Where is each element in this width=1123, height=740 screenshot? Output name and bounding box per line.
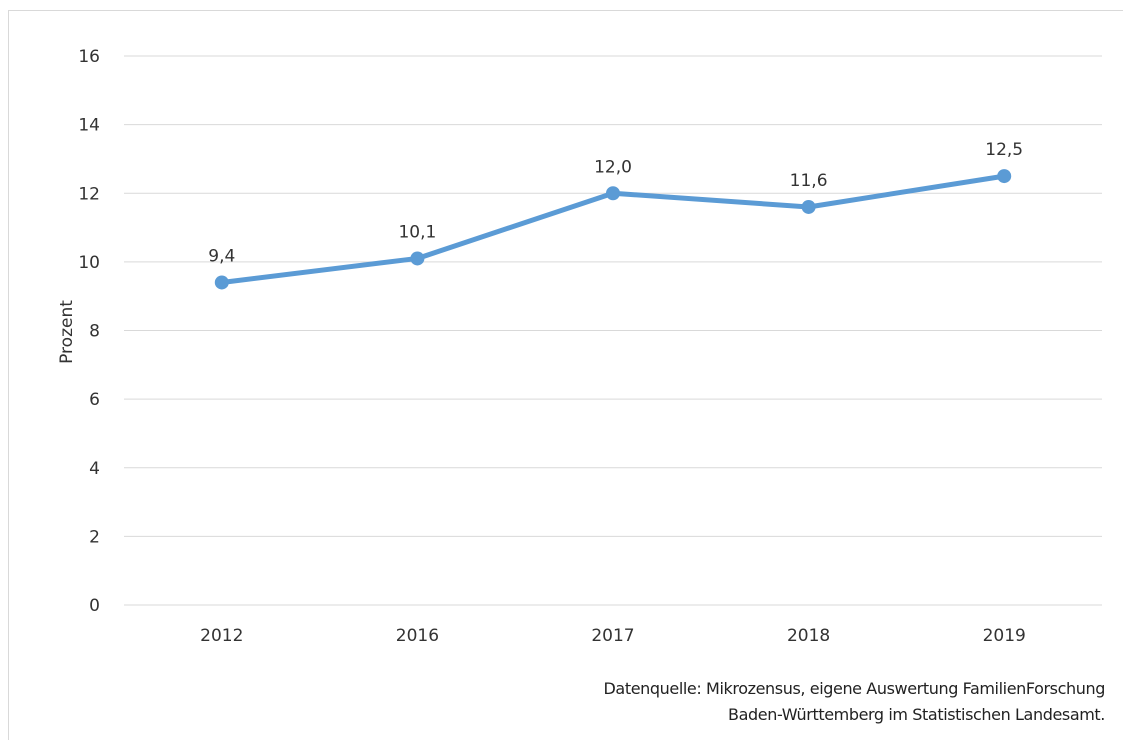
y-tick-label: 8	[89, 322, 100, 342]
y-tick-label: 0	[89, 596, 100, 616]
data-point	[606, 186, 620, 201]
x-tick-label: 2017	[591, 626, 634, 646]
y-tick-label: 14	[78, 116, 100, 136]
y-axis-tick-labels: 0 2 4 6 8 10 12 14 16	[78, 47, 100, 616]
x-tick-label: 2018	[787, 626, 830, 646]
data-label: 11,6	[790, 171, 828, 191]
x-tick-label: 2019	[983, 626, 1026, 646]
data-label: 10,1	[398, 222, 436, 242]
source-note: Datenquelle: Mikrozensus, eigene Auswert…	[603, 676, 1106, 728]
x-axis-tick-labels: 2012 2016 2017 2018 2019	[200, 626, 1026, 646]
data-point	[214, 275, 229, 290]
y-tick-label: 6	[89, 390, 100, 410]
y-tick-label: 16	[78, 47, 100, 67]
x-tick-label: 2012	[200, 626, 243, 646]
y-tick-label: 2	[89, 527, 100, 547]
data-point	[801, 199, 816, 214]
source-line-2: Baden-Württemberg im Statistischen Lande…	[728, 705, 1105, 724]
source-line-1: Datenquelle: Mikrozensus, eigene Auswert…	[603, 679, 1106, 698]
data-labels: 9,4 10,1 12,0 11,6 12,5	[208, 140, 1023, 266]
y-tick-label: 12	[78, 184, 100, 204]
chart-frame	[8, 10, 1123, 740]
gridlines	[124, 55, 1102, 606]
y-axis-label: Prozent	[57, 300, 77, 364]
data-label: 12,0	[594, 157, 632, 177]
x-tick-label: 2016	[396, 626, 439, 646]
y-tick-label: 4	[89, 459, 100, 479]
series-line-group	[214, 169, 1012, 290]
data-label: 9,4	[208, 246, 235, 266]
y-tick-label: 10	[78, 253, 100, 273]
data-label: 12,5	[985, 140, 1023, 160]
data-point	[410, 251, 425, 266]
data-point	[997, 169, 1012, 184]
